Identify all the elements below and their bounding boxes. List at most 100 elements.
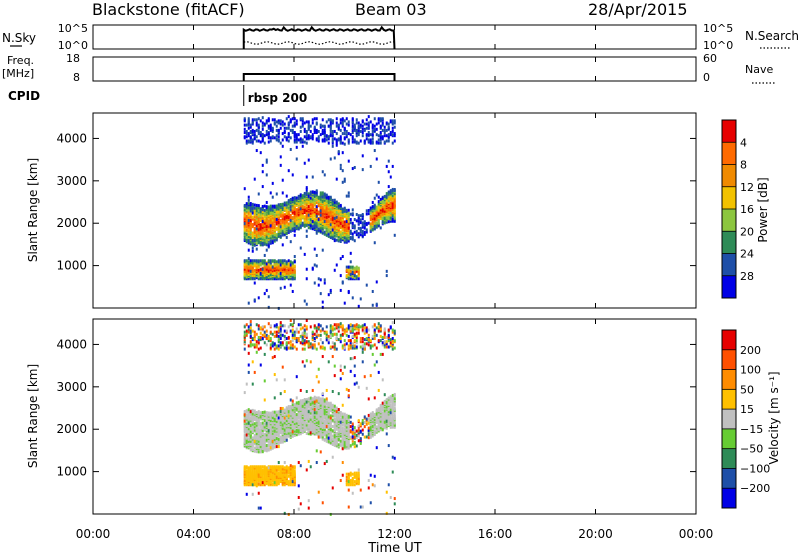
echo-cell [250, 335, 252, 338]
echo-cell [256, 248, 258, 251]
echo-cell [292, 117, 294, 120]
echo-cell [318, 342, 320, 345]
echo-cell [306, 134, 308, 137]
echo-cell [340, 129, 342, 132]
echo-cell [332, 435, 334, 438]
echo-cell [294, 469, 296, 472]
echo-cell [306, 421, 308, 424]
echo-cell [326, 138, 328, 141]
echo-cell [316, 129, 318, 132]
echo-cell [280, 164, 282, 167]
echo-cell [354, 126, 356, 129]
echo-cell [246, 409, 248, 412]
echo-cell [288, 139, 290, 142]
echo-cell [322, 501, 324, 504]
echo-cell [260, 119, 262, 122]
echo-cell [332, 425, 334, 428]
echo-cell [308, 460, 310, 463]
echo-cell [294, 331, 296, 334]
echo-cell [290, 323, 292, 326]
echo-cell [322, 327, 324, 330]
echo-cell [356, 129, 358, 132]
echo-cell [364, 139, 366, 142]
echo-cell [366, 127, 368, 130]
nave-label: Nave [745, 63, 773, 76]
echo-cell [342, 142, 344, 145]
echo-cell [256, 121, 258, 124]
echo-cell [270, 331, 272, 334]
echo-cell [250, 417, 252, 420]
echo-cell [256, 465, 258, 468]
echo-cell [274, 481, 276, 484]
echo-cell [302, 138, 304, 141]
echo-cell [318, 211, 320, 214]
echo-cell [276, 227, 278, 230]
echo-cell [368, 131, 370, 134]
echo-cell [252, 203, 254, 206]
echo-cell [320, 214, 322, 217]
echo-cell [338, 124, 340, 127]
echo-cell [310, 224, 312, 227]
freq-unit-label: [MHz] [2, 67, 34, 80]
echo-cell [302, 205, 304, 208]
echo-cell [316, 254, 318, 257]
echo-cell [270, 324, 272, 327]
echo-cell [332, 137, 334, 140]
echo-cell [332, 229, 334, 232]
echo-cell [302, 145, 304, 148]
echo-cell [392, 188, 394, 191]
echo-cell [266, 159, 268, 162]
echo-cell [244, 124, 246, 127]
echo-cell [306, 359, 308, 362]
power-cells [244, 115, 396, 310]
echo-cell [318, 196, 320, 199]
echo-cell [358, 267, 360, 270]
echo-cell [288, 405, 290, 408]
echo-cell [354, 274, 356, 277]
echo-cell [288, 121, 290, 124]
echo-cell [326, 397, 328, 400]
echo-cell [256, 333, 258, 336]
echo-cell [322, 249, 324, 252]
echo-cell [244, 433, 246, 436]
echo-cell [302, 399, 304, 402]
echo-cell [298, 323, 300, 326]
echo-cell [268, 448, 270, 451]
echo-cell [378, 181, 380, 184]
echo-cell [362, 230, 364, 233]
echo-cell [370, 141, 372, 144]
echo-cell [300, 464, 302, 467]
echo-cell [306, 186, 308, 189]
echo-cell [270, 191, 272, 194]
noise-search-label: N.Search [745, 29, 799, 43]
echo-cell [378, 142, 380, 145]
echo-cell [248, 325, 250, 328]
echo-cell [290, 347, 292, 350]
echo-cell [292, 323, 294, 326]
echo-cell [324, 398, 326, 401]
echo-cell [280, 334, 282, 337]
echo-cell [294, 131, 296, 134]
echo-cell [292, 277, 294, 280]
echo-cell [252, 337, 254, 340]
echo-cell [286, 136, 288, 139]
echo-cell [360, 130, 362, 133]
echo-cell [250, 207, 252, 210]
echo-cell [272, 135, 274, 138]
echo-cell [270, 205, 272, 208]
echo-cell [284, 378, 286, 381]
echo-cell [348, 132, 350, 135]
echo-cell [366, 209, 368, 212]
echo-cell [276, 334, 278, 337]
echo-cell [272, 266, 274, 269]
echo-cell [266, 334, 268, 337]
echo-cell [358, 277, 360, 280]
echo-cell [286, 465, 288, 468]
echo-cell [312, 267, 314, 270]
echo-cell [318, 368, 320, 371]
echo-cell [310, 191, 312, 194]
echo-cell [370, 165, 372, 168]
echo-cell [374, 117, 376, 120]
echo-cell [348, 212, 350, 215]
echo-cell [262, 185, 264, 188]
